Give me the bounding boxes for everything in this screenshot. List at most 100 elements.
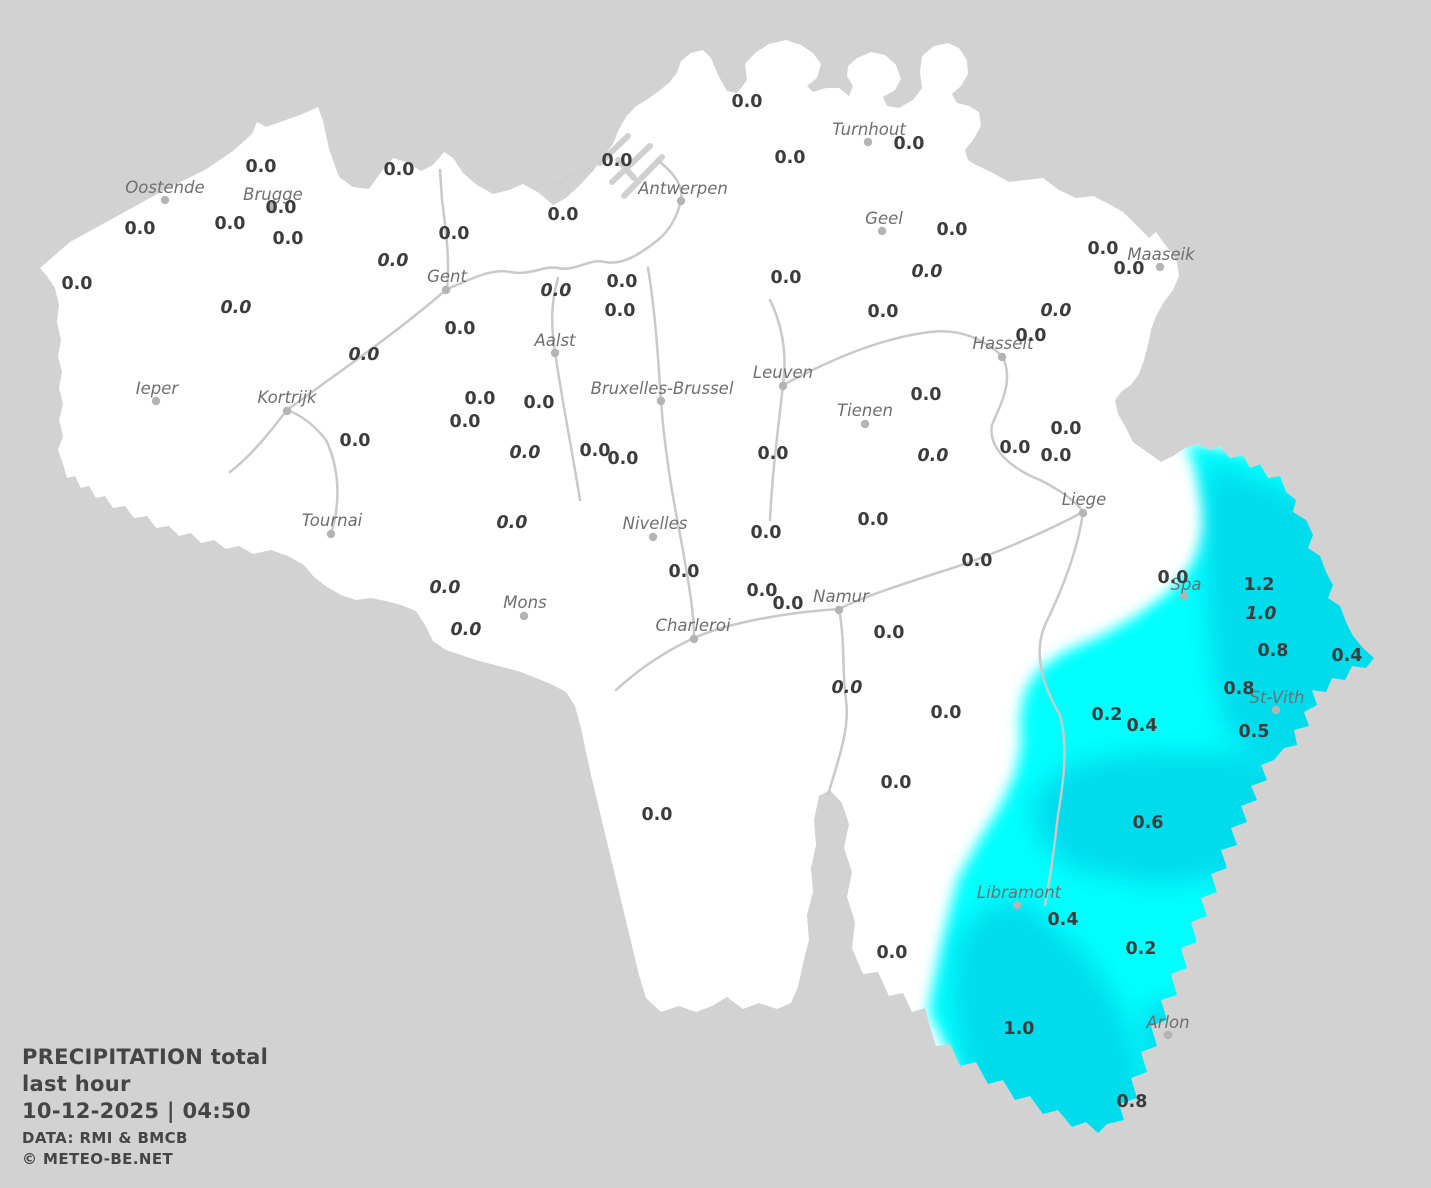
precip-value: 0.4 bbox=[1126, 716, 1157, 736]
precip-value: 0.0 bbox=[214, 214, 245, 234]
city-label-ieper: Ieper bbox=[136, 379, 180, 398]
precip-value: 0.0 bbox=[876, 943, 907, 963]
precip-value: 0.0 bbox=[509, 443, 540, 463]
precip-value: 0.0 bbox=[450, 620, 481, 640]
map-data-source: DATA: RMI & BMCB bbox=[22, 1129, 188, 1147]
canal-albert bbox=[990, 354, 1085, 514]
precip-value: 0.0 bbox=[873, 623, 904, 643]
city-dot-charleroi bbox=[689, 634, 699, 644]
city-label-libramont: Libramont bbox=[977, 883, 1062, 902]
precip-value: 0.0 bbox=[641, 805, 672, 825]
city-dot-namur bbox=[834, 605, 844, 615]
precip-value: 0.0 bbox=[429, 578, 460, 598]
map-title-block: PRECIPITATION total last hour 10-12-2025… bbox=[22, 1044, 268, 1170]
precip-value: 0.0 bbox=[831, 678, 862, 698]
city-label-namur: Namur bbox=[813, 587, 870, 606]
precip-value: 0.0 bbox=[438, 224, 469, 244]
precip-value: 0.0 bbox=[464, 389, 495, 409]
precip-value: 0.8 bbox=[1223, 679, 1254, 699]
city-dot-liege bbox=[1078, 508, 1088, 518]
city-dot-geel bbox=[877, 226, 887, 236]
precip-value: 0.5 bbox=[1238, 722, 1269, 742]
city-dot-mons bbox=[519, 611, 529, 621]
precip-value: 0.0 bbox=[936, 220, 967, 240]
city-label-hasselt: Hasselt bbox=[973, 334, 1034, 353]
city-label-arlon: Arlon bbox=[1145, 1013, 1189, 1032]
precip-value: 0.0 bbox=[880, 773, 911, 793]
city-dot-nivelles bbox=[648, 532, 658, 542]
river-dender bbox=[550, 276, 582, 502]
precip-value: 0.0 bbox=[911, 262, 942, 282]
precip-value: 0.0 bbox=[579, 441, 610, 461]
map-datetime: 10-12-2025 | 04:50 bbox=[22, 1099, 251, 1123]
river-demer bbox=[781, 330, 1004, 387]
river-leie-to-gent bbox=[285, 287, 449, 412]
city-dot-gent bbox=[441, 285, 451, 295]
precip-value: 0.0 bbox=[1015, 326, 1046, 346]
precip-value: 0.0 bbox=[746, 581, 777, 601]
city-dot-hasselt bbox=[997, 352, 1007, 362]
city-label-bruxelles-brussel: Bruxelles-Brussel bbox=[591, 379, 734, 398]
precip-value: 1.0 bbox=[1245, 604, 1276, 624]
city-dot-st-vith bbox=[1271, 705, 1281, 715]
precip-value: 0.0 bbox=[774, 148, 805, 168]
city-dot-ieper bbox=[151, 396, 161, 406]
city-dot-libramont bbox=[1012, 900, 1022, 910]
precip-value: 0.2 bbox=[1091, 705, 1122, 725]
city-label-tournai: Tournai bbox=[302, 511, 363, 530]
precip-value: 0.0 bbox=[604, 301, 635, 321]
precip-value: 0.0 bbox=[1040, 446, 1071, 466]
precip-value: 0.8 bbox=[1116, 1092, 1147, 1112]
city-label-turnhout: Turnhout bbox=[832, 120, 906, 139]
precip-value: 0.0 bbox=[245, 157, 276, 177]
precip-value: 0.0 bbox=[961, 551, 992, 571]
precip-value: 0.4 bbox=[1047, 910, 1078, 930]
precip-value: 0.0 bbox=[1087, 239, 1118, 259]
city-dot-antwerpen bbox=[676, 196, 686, 206]
precip-value: 0.0 bbox=[1113, 259, 1144, 279]
map-title: PRECIPITATION total bbox=[22, 1045, 269, 1069]
precip-value: 0.0 bbox=[496, 513, 527, 533]
city-dot-brugge bbox=[267, 202, 277, 212]
city-label-antwerpen: Antwerpen bbox=[637, 179, 728, 198]
city-dot-aalst bbox=[550, 348, 560, 358]
values-layer: 0.0 0.0 0.0 0.0 0.0 0.0 0.0 0.0 0.0 0.0 0.0 0.0 0.0 0… bbox=[61, 92, 1362, 1112]
precip-value: 0.0 bbox=[731, 92, 762, 112]
precip-value: 0.8 bbox=[1257, 641, 1288, 661]
precip-value: 0.0 bbox=[910, 385, 941, 405]
canal-gent-north bbox=[438, 168, 450, 291]
precip-value: 0.0 bbox=[917, 446, 948, 466]
precip-value: 0.0 bbox=[444, 319, 475, 339]
precip-value: 0.0 bbox=[606, 272, 637, 292]
river-ourthe bbox=[1038, 510, 1085, 907]
precip-value: 0.0 bbox=[999, 438, 1030, 458]
precip-value: 0.0 bbox=[339, 431, 370, 451]
city-label-gent: Gent bbox=[427, 267, 467, 286]
river-schelde-upper bbox=[285, 408, 339, 535]
precip-value: 0.0 bbox=[668, 562, 699, 582]
city-label-brugge: Brugge bbox=[243, 185, 303, 204]
cities-layer: Oostende Brugge Antwerpen Turnhout Geel Maase… bbox=[125, 120, 1305, 1040]
city-dot-arlon bbox=[1163, 1030, 1173, 1040]
city-label-nivelles: Nivelles bbox=[623, 514, 688, 533]
precip-value: 0.0 bbox=[383, 160, 414, 180]
precip-value: 0.0 bbox=[1157, 568, 1188, 588]
river-leie bbox=[228, 408, 289, 474]
precip-value: 0.0 bbox=[750, 523, 781, 543]
city-label-kortrijk: Kortrijk bbox=[257, 388, 318, 407]
precip-value: 0.0 bbox=[1040, 301, 1071, 321]
city-dot-oostende bbox=[160, 195, 170, 205]
city-label-charleroi: Charleroi bbox=[655, 616, 730, 635]
city-dot-tournai bbox=[326, 529, 336, 539]
precip-value: 0.0 bbox=[867, 302, 898, 322]
precip-value: 0.0 bbox=[770, 268, 801, 288]
precip-value: 0.0 bbox=[1050, 419, 1081, 439]
precip-value: 0.0 bbox=[272, 229, 303, 249]
precip-value: 0.0 bbox=[540, 281, 571, 301]
precip-value: 0.0 bbox=[61, 274, 92, 294]
precip-value: 1.2 bbox=[1243, 575, 1274, 595]
precip-value: 0.0 bbox=[601, 151, 632, 171]
map-subtitle: last hour bbox=[22, 1072, 131, 1096]
